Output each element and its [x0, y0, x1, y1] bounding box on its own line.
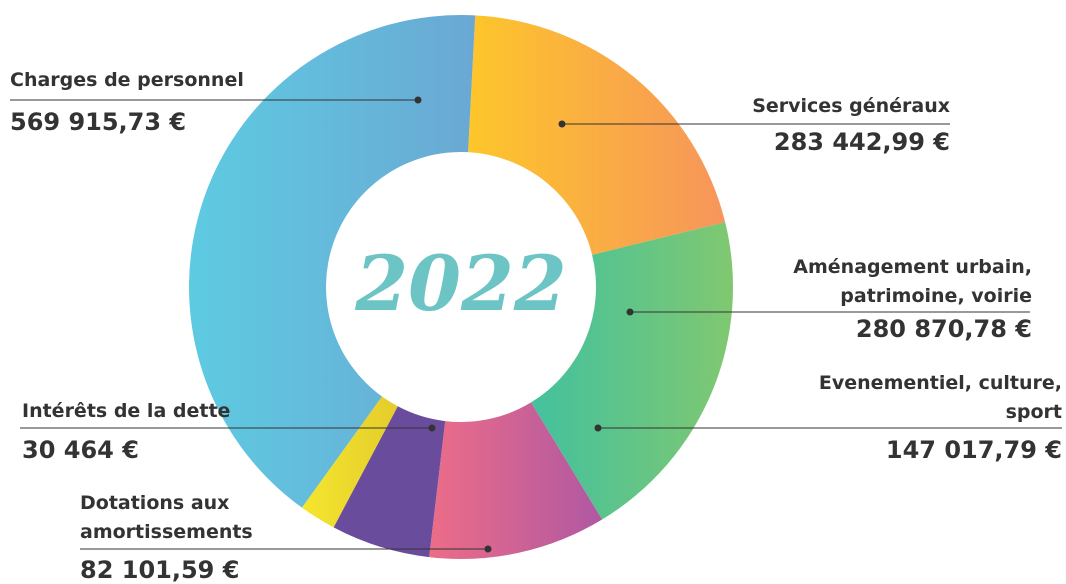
- slice-value: 82 101,59 €: [80, 556, 240, 584]
- slice-value: 569 915,73 €: [10, 108, 187, 136]
- slice-label: Charges de personnel: [10, 69, 244, 91]
- leader-dot: [594, 424, 602, 432]
- slice-label: Dotations aux amortissements: [80, 492, 253, 543]
- slice-value: 30 464 €: [22, 436, 139, 464]
- slice-label: Intérêts de la dette: [22, 400, 231, 422]
- leader-dot: [414, 96, 422, 104]
- center-label: 2022: [354, 239, 567, 328]
- slice-label: Aménagement urbain, patrimoine, voirie: [793, 256, 1032, 307]
- leader-dot: [558, 120, 566, 128]
- leader-dot: [484, 545, 492, 553]
- slice-label: Services généraux: [752, 95, 950, 117]
- donut-slice: [468, 15, 726, 255]
- donut-slice: [188, 14, 476, 508]
- donut-slice: [429, 402, 603, 559]
- leader-dot: [428, 424, 436, 432]
- donut-slice: [333, 406, 446, 558]
- slice-value: 283 442,99 €: [773, 128, 950, 156]
- donut-slice: [531, 222, 733, 520]
- leader-dot: [626, 308, 634, 316]
- slice-label: Evenementiel, culture, sport: [818, 372, 1062, 423]
- donut-slice: [301, 396, 398, 528]
- slice-value: 280 870,78 €: [855, 315, 1032, 343]
- slice-value: 147 017,79 €: [885, 436, 1062, 464]
